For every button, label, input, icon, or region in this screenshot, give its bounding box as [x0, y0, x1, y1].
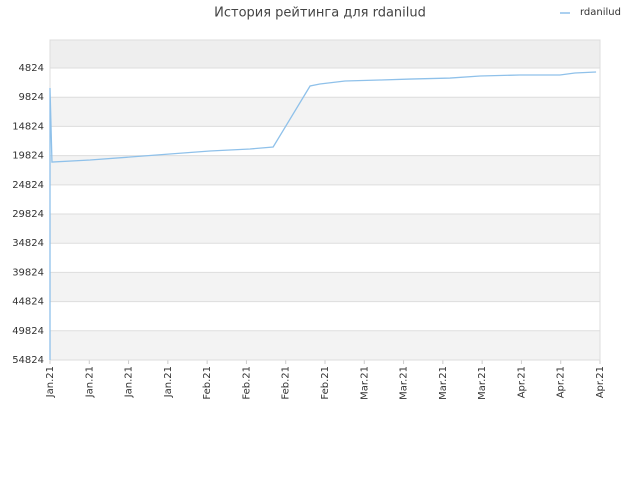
x-tick-label: Jan.21: [124, 366, 135, 398]
x-tick-label: Apr.21: [595, 366, 606, 398]
y-tick-label: 54824: [12, 355, 44, 366]
series-line: [49, 71, 597, 360]
chart-title: История рейтинга для rdanilud: [214, 6, 426, 21]
grid-band: [50, 97, 600, 127]
grid-band: [50, 214, 600, 244]
grid-band: [50, 155, 600, 185]
y-tick-label: 39824: [12, 267, 44, 278]
plot-background: [50, 40, 600, 360]
y-tick-label: 14824: [12, 121, 44, 132]
legend-label: rdanilud: [580, 7, 621, 18]
x-tick-label: Mar.21: [438, 366, 449, 400]
x-tick-label: Jan.21: [163, 366, 174, 398]
x-tick-label: Jan.21: [84, 366, 95, 398]
y-tick-label: 4824: [19, 63, 44, 74]
x-tick-label: Apr.21: [516, 366, 527, 398]
x-tick-label: Feb.21: [241, 366, 252, 400]
x-tick-label: Mar.21: [399, 366, 410, 400]
grid-band: [50, 330, 600, 360]
y-tick-label: 9824: [19, 92, 44, 103]
y-tick-label: 44824: [12, 297, 44, 308]
x-tick-label: Mar.21: [359, 366, 370, 400]
grid-band: [50, 40, 600, 69]
y-tick-label: 29824: [12, 209, 44, 220]
x-tick-label: Feb.21: [202, 366, 213, 400]
y-tick-label: 49824: [12, 326, 44, 337]
y-tick-label: 19824: [12, 151, 44, 162]
y-tick-label: 24824: [12, 180, 44, 191]
y-tick-label: 34824: [12, 238, 44, 249]
x-tick-label: Apr.21: [556, 366, 567, 398]
grid-band: [50, 272, 600, 302]
x-tick-label: Feb.21: [320, 366, 331, 400]
x-tick-label: Mar.21: [477, 366, 488, 400]
x-tick-label: Feb.21: [281, 366, 292, 400]
x-tick-label: Jan.21: [45, 366, 56, 398]
